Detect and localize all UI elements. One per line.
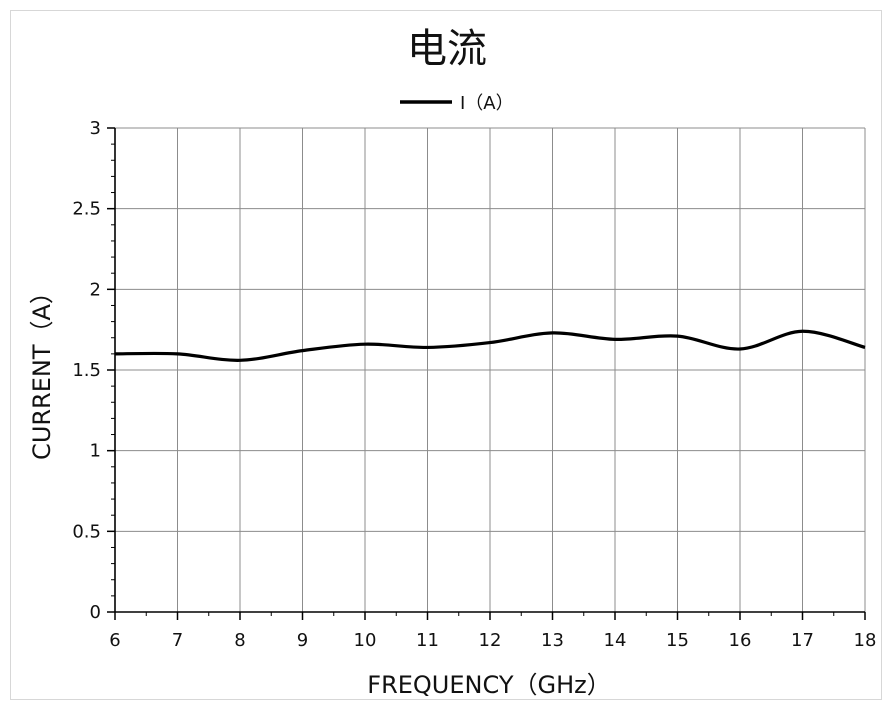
x-tick-label: 16 xyxy=(729,630,752,651)
y-tick-labels: 0 0.5 1 1.5 2 2.5 3 xyxy=(72,118,101,623)
x-tick-label: 15 xyxy=(666,630,689,651)
x-axis-title: FREQUENCY（GHz） xyxy=(367,671,610,699)
x-tick-label: 10 xyxy=(354,630,377,651)
chart-title: 电流 xyxy=(407,26,487,72)
y-tick-label: 2 xyxy=(90,279,101,300)
y-axis-title: CURRENT（A） xyxy=(28,280,56,460)
chart-frame xyxy=(10,10,882,700)
x-tick-label: 13 xyxy=(541,630,564,651)
x-tick-label: 8 xyxy=(234,630,245,651)
grid xyxy=(115,127,866,612)
legend-label: I（A） xyxy=(460,93,514,114)
x-tick-label: 11 xyxy=(416,630,439,651)
series-line-current xyxy=(114,329,866,362)
x-tick-labels: 6 7 8 9 10 11 12 13 14 15 16 17 18 xyxy=(109,630,876,651)
axes xyxy=(107,127,866,620)
x-tick-label: 9 xyxy=(297,630,308,651)
legend: I（A） xyxy=(400,93,514,114)
x-tick-label: 14 xyxy=(604,630,627,651)
x-tick-label: 17 xyxy=(791,630,814,651)
y-tick-label: 2.5 xyxy=(72,199,101,220)
y-tick-label: 1 xyxy=(90,441,101,462)
y-tick-label: 3 xyxy=(90,118,101,139)
x-tick-label: 6 xyxy=(109,630,120,651)
y-tick-label: 0.5 xyxy=(72,521,101,542)
series-layer xyxy=(114,329,866,362)
x-tick-label: 12 xyxy=(479,630,502,651)
y-tick-label: 1.5 xyxy=(72,360,101,381)
y-tick-label: 0 xyxy=(90,602,101,623)
x-tick-label: 7 xyxy=(172,630,183,651)
x-tick-label: 18 xyxy=(854,630,877,651)
